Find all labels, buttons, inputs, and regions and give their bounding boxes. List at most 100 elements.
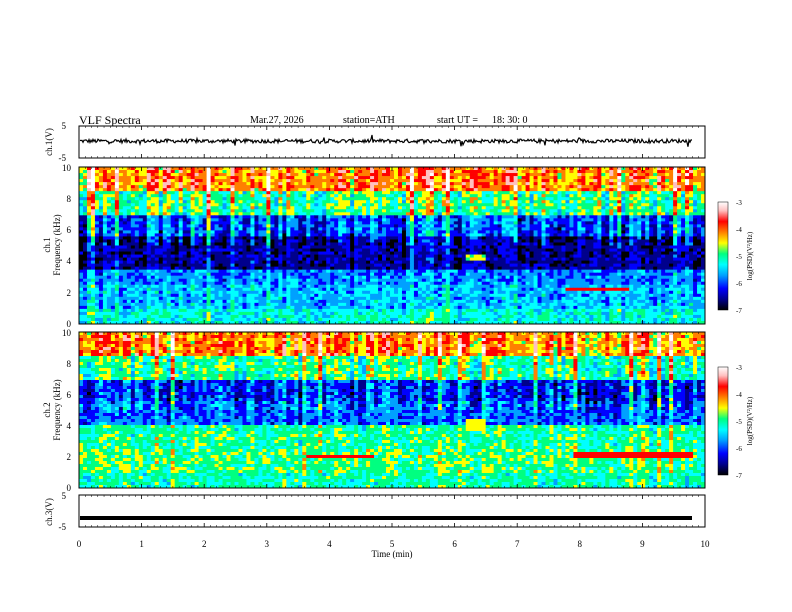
spectrogram-cell — [473, 179, 479, 183]
spectrogram-cell — [238, 179, 243, 183]
spectrogram-cell — [685, 191, 690, 195]
spectrogram-cell — [401, 245, 407, 249]
spectrogram-cell — [629, 230, 634, 234]
spectrogram-cell — [138, 197, 144, 201]
spectrogram-cell — [366, 197, 371, 201]
spectrogram-cell — [262, 173, 267, 177]
spectrogram-cell — [561, 233, 566, 237]
spectrogram-cell — [689, 248, 694, 252]
spectrogram-cell — [310, 233, 315, 237]
spectrogram-cell — [525, 170, 530, 174]
spectrogram-cell — [485, 251, 491, 255]
spectrogram-cell — [577, 236, 582, 240]
spectrogram-cell — [429, 200, 435, 204]
spectrogram-cell — [242, 176, 247, 180]
spectrogram-cell — [354, 218, 359, 222]
spectrogram-cell — [453, 221, 459, 225]
spectrogram-cell — [669, 170, 674, 174]
spectrogram-cell — [545, 209, 550, 213]
spectrogram-cell — [565, 191, 570, 195]
spectrogram-cell — [601, 179, 606, 183]
spectrogram-cell — [405, 167, 411, 171]
spectrogram-cell — [397, 242, 403, 246]
spectrogram-cell — [382, 245, 387, 249]
spectrogram-cell — [697, 167, 702, 171]
spectrogram-cell — [669, 212, 674, 216]
spectrogram-cell — [214, 194, 219, 198]
spectrogram-cell — [142, 251, 148, 255]
spectrogram-cell — [485, 206, 491, 210]
spectrogram-cell — [533, 170, 538, 174]
spectrogram-cell — [218, 173, 223, 177]
spectrogram-cell — [477, 173, 483, 177]
spectrogram-cell — [593, 209, 598, 213]
spectrogram-cell — [585, 185, 590, 189]
spectrogram-cell — [485, 176, 491, 180]
spectrogram-cell — [493, 215, 499, 219]
spectrogram-cell — [238, 191, 243, 195]
spectrogram-cell — [577, 173, 582, 177]
spectrogram-cell — [118, 251, 124, 255]
spectrogram-cell — [390, 239, 395, 243]
spectrogram-cell — [517, 242, 522, 246]
spectrogram-cell — [553, 218, 558, 222]
spectrogram-cell — [294, 221, 299, 225]
spectrogram-cell — [342, 185, 347, 189]
spectrogram-cell — [118, 257, 124, 261]
spectrogram-cell — [557, 251, 562, 255]
spectrogram-cell — [122, 236, 128, 240]
spectrogram-cell — [94, 233, 100, 237]
spectrogram-cell — [537, 233, 542, 237]
spectrogram-cell — [366, 194, 371, 198]
spectrogram-cell — [597, 170, 602, 174]
spectrogram-cell — [617, 239, 622, 243]
spectrogram-cell — [82, 239, 88, 243]
spectrogram-cell — [617, 206, 622, 210]
spectrogram-cell — [473, 197, 479, 201]
spectrogram-cell — [433, 209, 439, 213]
spectrogram-cell — [469, 197, 475, 201]
spectrogram-cell — [657, 224, 662, 228]
spectrogram-cell — [362, 176, 367, 180]
spectrogram-cell — [545, 254, 550, 258]
spectrogram-cell — [621, 191, 626, 195]
spectrogram-cell — [342, 200, 347, 204]
spectrogram-cell — [318, 185, 323, 189]
spectrogram-cell — [529, 239, 534, 243]
spectrogram-cell — [521, 251, 526, 255]
spectrogram-cell — [262, 227, 267, 231]
spectrogram-cell — [178, 176, 184, 180]
spectrogram-cell — [417, 230, 423, 234]
spectrogram-cell — [286, 221, 291, 225]
spectrogram-cell — [230, 203, 235, 207]
spectrogram-cell — [286, 248, 291, 252]
spectrogram-cell — [661, 215, 666, 219]
spectrogram-cell — [166, 248, 172, 252]
spectrogram-cell — [653, 167, 658, 171]
spectrogram-cell — [437, 191, 443, 195]
spectrogram-cell — [685, 212, 690, 216]
spectrogram-cell — [182, 221, 188, 225]
spectrogram-cell — [457, 194, 463, 198]
spectrogram-cell — [354, 254, 359, 258]
spectrogram-cell — [210, 221, 215, 225]
spectrogram-cell — [525, 233, 530, 237]
spectrogram-cell — [334, 191, 339, 195]
spectrogram-cell — [501, 218, 507, 222]
spectrogram-cell — [461, 251, 467, 255]
spectrogram-cell — [390, 245, 395, 249]
spectrogram-cell — [409, 188, 415, 192]
spectrogram-cell — [481, 245, 487, 249]
spectrogram-cell — [134, 179, 140, 183]
spectrogram-cell — [346, 170, 351, 174]
spectrogram-cell — [154, 230, 160, 234]
spectrogram-cell — [513, 206, 518, 210]
spectrogram-cell — [154, 224, 160, 228]
spectrogram-cell — [397, 206, 403, 210]
spectrogram-cell — [473, 242, 479, 246]
spectrogram-cell — [553, 251, 558, 255]
spectrogram-cell — [589, 254, 594, 258]
spectrogram-cell — [693, 176, 698, 180]
spectrogram-cell — [529, 191, 534, 195]
spectrogram-cell — [541, 212, 546, 216]
